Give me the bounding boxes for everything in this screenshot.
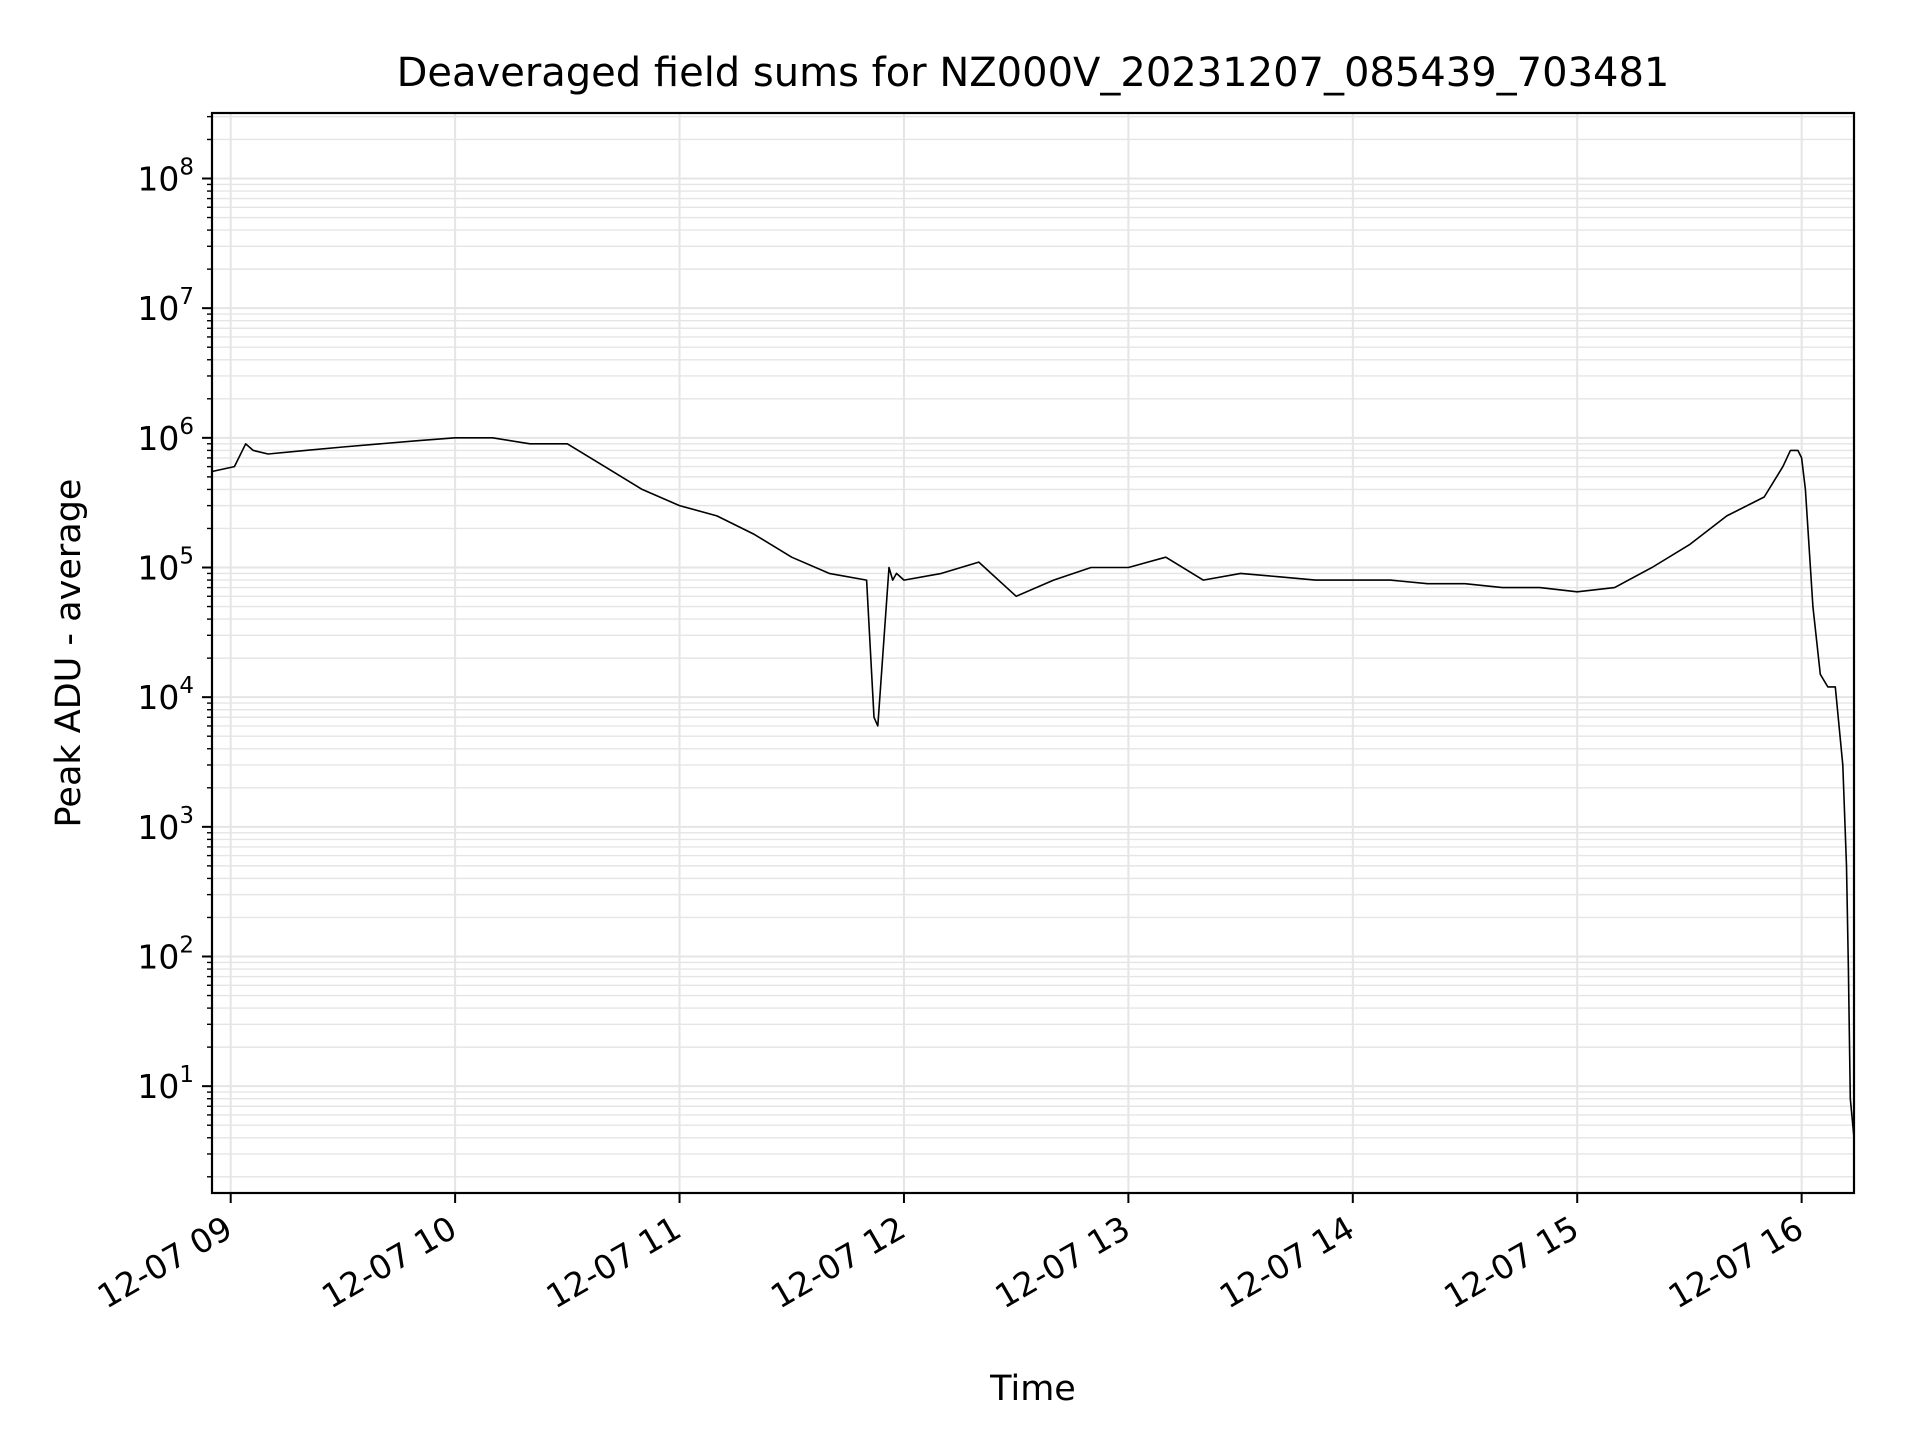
y-tick-label: 108 [137, 155, 194, 199]
y-tick-label: 105 [137, 544, 194, 588]
y-tick-label: 104 [137, 673, 194, 717]
y-tick-label: 106 [137, 414, 194, 458]
y-tick-label: 103 [137, 803, 194, 847]
data-series [211, 436, 1855, 1138]
y-tick-label: 107 [137, 284, 194, 328]
y-axis-label: Peak ADU - average [49, 479, 89, 828]
plot-area-frame [210, 111, 1856, 1195]
data-line [211, 436, 1855, 1138]
chart-title: Deaveraged field sums for NZ000V_2023120… [397, 50, 1670, 96]
grid [212, 113, 1854, 1193]
y-tick-label: 102 [137, 933, 194, 977]
x-axis-label: Time [989, 1369, 1076, 1409]
y-tick-label: 101 [137, 1062, 194, 1106]
